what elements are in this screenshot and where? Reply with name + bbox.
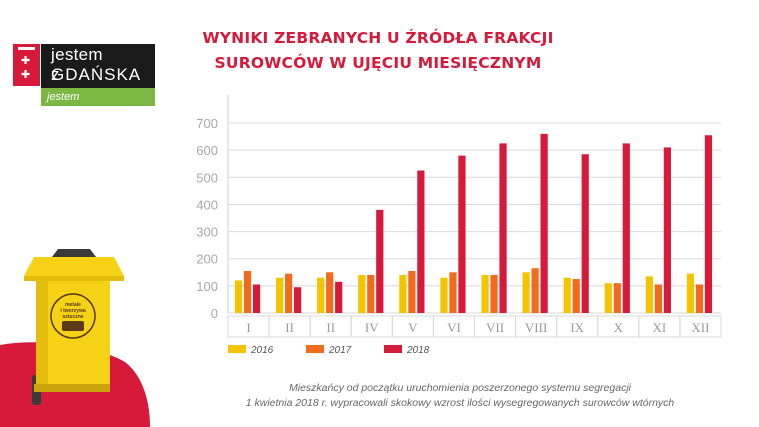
bar-2016-12 <box>686 273 695 313</box>
legend-label-2016: 2016 <box>250 345 274 356</box>
y-tick-label: 0 <box>211 306 218 321</box>
bar-2017-1 <box>243 270 252 313</box>
y-tick-label: 100 <box>196 279 218 294</box>
cross-icon: ✚ <box>21 68 31 81</box>
bar-2016-5 <box>399 275 407 313</box>
bar-2018-1 <box>252 284 261 313</box>
chart-title-line1: WYNIKI ZEBRANYCH U ŹRÓDŁA FRAKCJI <box>202 29 554 47</box>
x-tick-label: XI <box>653 320 667 335</box>
y-tick-label: 400 <box>196 197 218 212</box>
x-tick-label: X <box>614 320 624 335</box>
x-tick-label: XII <box>691 320 709 335</box>
coat-of-arms-icon: ✚ ✚ <box>13 44 40 86</box>
x-tick-label: VII <box>486 320 504 335</box>
caption-line1: Mieszkańcy od początku uruchomienia posz… <box>288 382 631 394</box>
bar-2017-6 <box>449 272 457 313</box>
bin-label-line2: i tworzywa <box>60 308 86 314</box>
bar-2018-9 <box>581 154 589 313</box>
bin-body-shade <box>36 262 48 392</box>
x-tick-label: VIII <box>525 320 547 335</box>
logo-green-box <box>41 88 155 106</box>
bin-items-icon <box>62 321 84 331</box>
bin-lid-rim <box>24 276 124 281</box>
x-tick-label: V <box>408 320 418 335</box>
bar-2017-5 <box>408 270 416 313</box>
x-tick-label: VI <box>447 320 461 335</box>
caption-line2: 1 kwietnia 2018 r. wypracowali skokowy w… <box>245 397 675 409</box>
bar-2018-6 <box>458 155 466 313</box>
bar-2016-9 <box>563 277 571 313</box>
x-tick-label: II <box>285 320 294 335</box>
y-tick-label: 500 <box>196 170 218 185</box>
bin-base <box>34 384 110 392</box>
logo-text-line1: jestem z <box>51 45 103 84</box>
legend-swatch-2018 <box>384 345 402 353</box>
bar-2016-6 <box>440 277 448 313</box>
x-tick-label: I <box>246 320 250 335</box>
logo-black-box <box>41 44 155 88</box>
bar-2017-4 <box>367 275 375 313</box>
bar-2017-8 <box>531 268 539 313</box>
chart-legend: 2016 2017 2018 <box>228 345 430 356</box>
bar-2016-8 <box>522 272 530 313</box>
bar-2016-10 <box>604 283 612 313</box>
chart-title: WYNIKI ZEBRANYCH U ŹRÓDŁA FRAKCJI SUROWC… <box>168 26 588 76</box>
x-category-box <box>679 315 722 338</box>
bar-2017-10 <box>613 283 621 313</box>
y-tick-label: 300 <box>196 225 218 240</box>
logo-text-line3: jestem eko <box>47 91 80 121</box>
bar-2017-11 <box>654 284 662 313</box>
bar-2017-2 <box>285 273 293 313</box>
bar-2017-7 <box>490 275 498 313</box>
recycling-bin-icon: metale i tworzywa sztuczne <box>24 249 124 405</box>
x-tick-label: IX <box>570 320 584 335</box>
y-tick-label: 200 <box>196 252 218 267</box>
chart-title-line2: SUROWCÓW W UJĘCIU MIESIĘCZNYM <box>214 54 542 72</box>
bar-2017-9 <box>572 279 580 313</box>
bar-2018-7 <box>499 143 507 313</box>
x-tick-label: IV <box>365 320 379 335</box>
chart-grid: 0 100 200 300 400 500 600 700 <box>196 95 721 321</box>
bar-2016-4 <box>358 275 366 313</box>
legend-swatch-2016 <box>228 345 246 353</box>
bar-2018-8 <box>540 133 548 313</box>
cross-icon: ✚ <box>21 54 31 67</box>
bar-2016-7 <box>481 275 489 313</box>
y-tick-label: 600 <box>196 143 218 158</box>
bar-2016-2 <box>276 277 284 313</box>
bin-label-line1: metale <box>65 302 81 308</box>
bin-label-line3: sztuczne <box>62 314 83 320</box>
bar-2018-2 <box>294 287 302 313</box>
legend-swatch-2017 <box>306 345 324 353</box>
bar-2018-10 <box>622 143 630 313</box>
legend-label-2018: 2018 <box>406 345 430 356</box>
logo-text-line2: GDAŃSKA <box>51 65 142 84</box>
bar-2018-11 <box>663 147 671 313</box>
bar-2016-3 <box>317 277 325 313</box>
bar-2017-3 <box>326 272 334 313</box>
chart-caption: Mieszkańcy od początku uruchomienia posz… <box>210 381 710 411</box>
crown-icon <box>18 47 35 50</box>
bar-2018-4 <box>376 209 384 313</box>
x-tick-label: II <box>326 320 335 335</box>
bar-2016-1 <box>234 280 243 313</box>
legend-label-2017: 2017 <box>328 345 352 356</box>
chart-x-labels: I II II IV V VI VII VIII IX X XI XII <box>227 315 722 338</box>
bin-lid <box>24 257 124 276</box>
chart-bars <box>234 133 713 313</box>
bin-label-circle <box>50 293 96 339</box>
bar-2018-12 <box>704 135 713 313</box>
y-tick-label: 700 <box>196 116 218 131</box>
bar-2017-12 <box>695 284 704 313</box>
bar-2016-11 <box>645 276 653 313</box>
bar-2018-5 <box>417 170 425 313</box>
bin-lid-handle <box>52 249 96 257</box>
bar-2018-3 <box>335 281 343 313</box>
